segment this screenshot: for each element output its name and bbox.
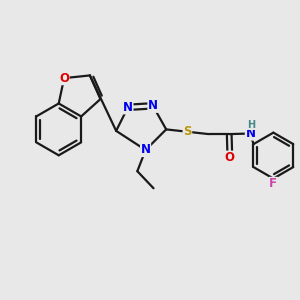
Text: S: S	[183, 125, 192, 138]
Text: O: O	[225, 151, 235, 164]
Text: N: N	[245, 127, 255, 140]
Text: F: F	[269, 177, 278, 190]
Text: N: N	[148, 99, 158, 112]
Text: N: N	[123, 101, 133, 114]
Text: H: H	[247, 120, 255, 130]
Text: O: O	[59, 72, 69, 85]
Text: N: N	[141, 143, 151, 157]
